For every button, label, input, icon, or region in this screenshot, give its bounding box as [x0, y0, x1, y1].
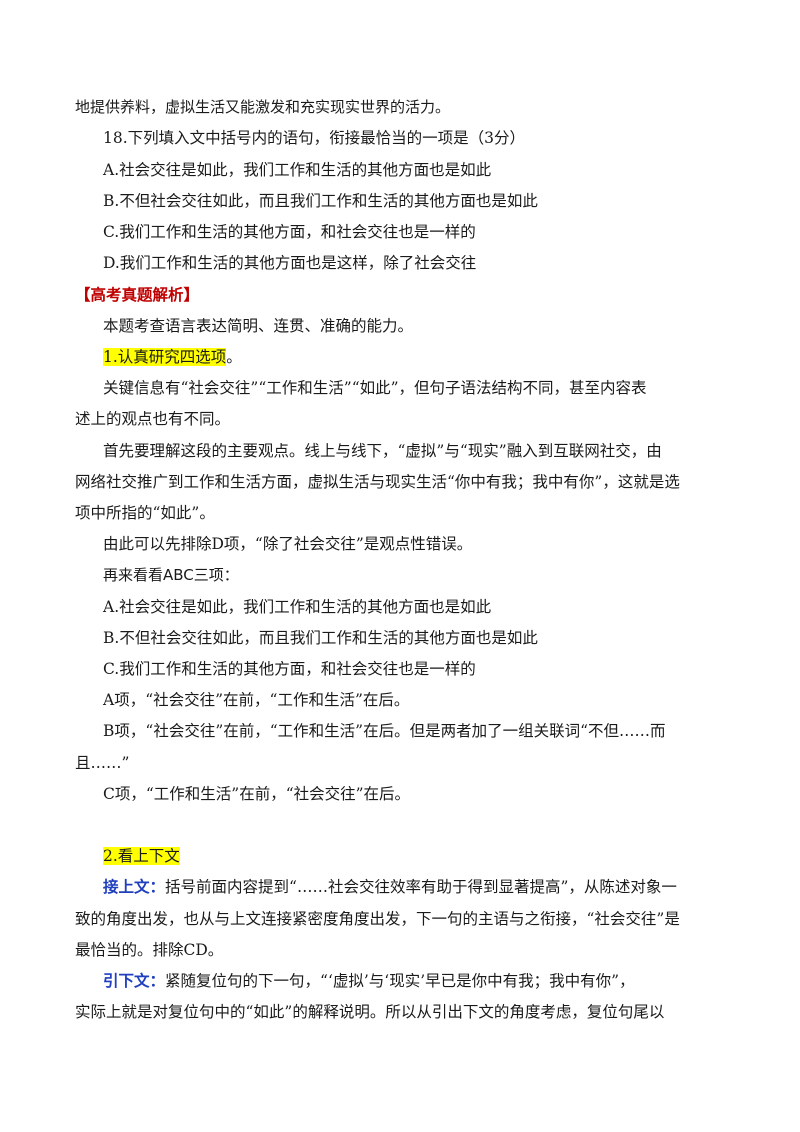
context-next-label: 引下文：	[103, 972, 166, 990]
analysis-c: C项，“工作和生活”在前，“社会交往”在后。	[103, 785, 411, 803]
context-next-text: 紧随复位句的下一句，“‘虚拟’与‘现实’早已是你中有我；我中有你”，	[165, 972, 635, 990]
paragraph-line: 首先要理解这段的主要观点。线上与线下，“虚拟”与“现实”融入到互联网社交，由	[103, 442, 662, 460]
review-option-c: C.我们工作和生活的其他方面，和社会交往也是一样的	[103, 660, 476, 678]
option-d: D.我们工作和生活的其他方面也是这样，除了社会交往	[103, 254, 477, 272]
paragraph-line: 网络社交推广到工作和生活方面，虚拟生活与现实生活“你中有我；我中有你”，这就是选	[75, 473, 680, 491]
option-a: A.社会交往是如此，我们工作和生活的其他方面也是如此	[103, 161, 492, 179]
review-option-b: B.不但社会交往如此，而且我们工作和生活的其他方面也是如此	[103, 629, 538, 647]
paragraph-line: 再来看看ABC三项：	[103, 566, 239, 584]
review-option-a: A.社会交往是如此，我们工作和生活的其他方面也是如此	[103, 598, 492, 616]
analysis-a: A项，“社会交往”在前，“工作和生活”在后。	[103, 691, 410, 709]
section-1-title: 1.认真研究四选项。	[103, 346, 800, 368]
option-b: B.不但社会交往如此，而且我们工作和生活的其他方面也是如此	[103, 192, 538, 210]
context-prev-line: 接上文：括号前面内容提到“……社会交往效率有助于得到显著提高”，从陈述对象一	[103, 876, 800, 898]
analysis-heading: 【高考真题解析】	[75, 286, 200, 304]
context-prev-label: 接上文：	[103, 878, 166, 896]
context-prev-text: 括号前面内容提到“……社会交往效率有助于得到显著提高”，从陈述对象一	[165, 878, 677, 896]
context-next-line: 引下文：紧随复位句的下一句，“‘虚拟’与‘现实’早已是你中有我；我中有你”，	[103, 970, 800, 992]
paragraph-line: 实际上就是对复位句中的“如此”的解释说明。所以从引出下文的角度考虑，复位句尾以	[75, 1003, 665, 1021]
paragraph-line: 致的角度出发，也从与上文连接紧密度角度出发，下一句的主语与之衔接，“社会交往”是	[75, 910, 680, 928]
section-2-title: 2.看上下文	[103, 845, 800, 867]
question-18: 18.下列填入文中括号内的语句，衔接最恰当的一项是（3分）	[103, 129, 526, 147]
analysis-b: B项，“社会交往”在前，“工作和生活”在后。但是两者加了一组关联词“不但……而	[103, 722, 666, 740]
section-1-highlight: 1.认真研究四选项	[103, 348, 227, 366]
paragraph-line: 最恰当的。排除CD。	[75, 941, 224, 959]
text-line: 地提供养料，虚拟生活又能激发和充实现实世界的活力。	[75, 98, 451, 116]
section-2-highlight: 2.看上下文	[103, 847, 180, 865]
option-c: C.我们工作和生活的其他方面，和社会交往也是一样的	[103, 223, 476, 241]
paragraph-line: 关键信息有“社会交往”“工作和生活”“如此”，但句子语法结构不同，甚至内容表	[103, 379, 647, 397]
analysis-b-cont: 且……”	[75, 754, 130, 772]
paragraph-line: 项中所指的“如此”。	[75, 504, 215, 522]
paragraph-line: 述上的观点也有不同。	[75, 410, 231, 428]
intro-text: 本题考查语言表达简明、连贯、准确的能力。	[103, 317, 414, 335]
section-1-punct: 。	[226, 348, 242, 366]
paragraph-line: 由此可以先排除D项，“除了社会交往”是观点性错误。	[103, 535, 473, 553]
